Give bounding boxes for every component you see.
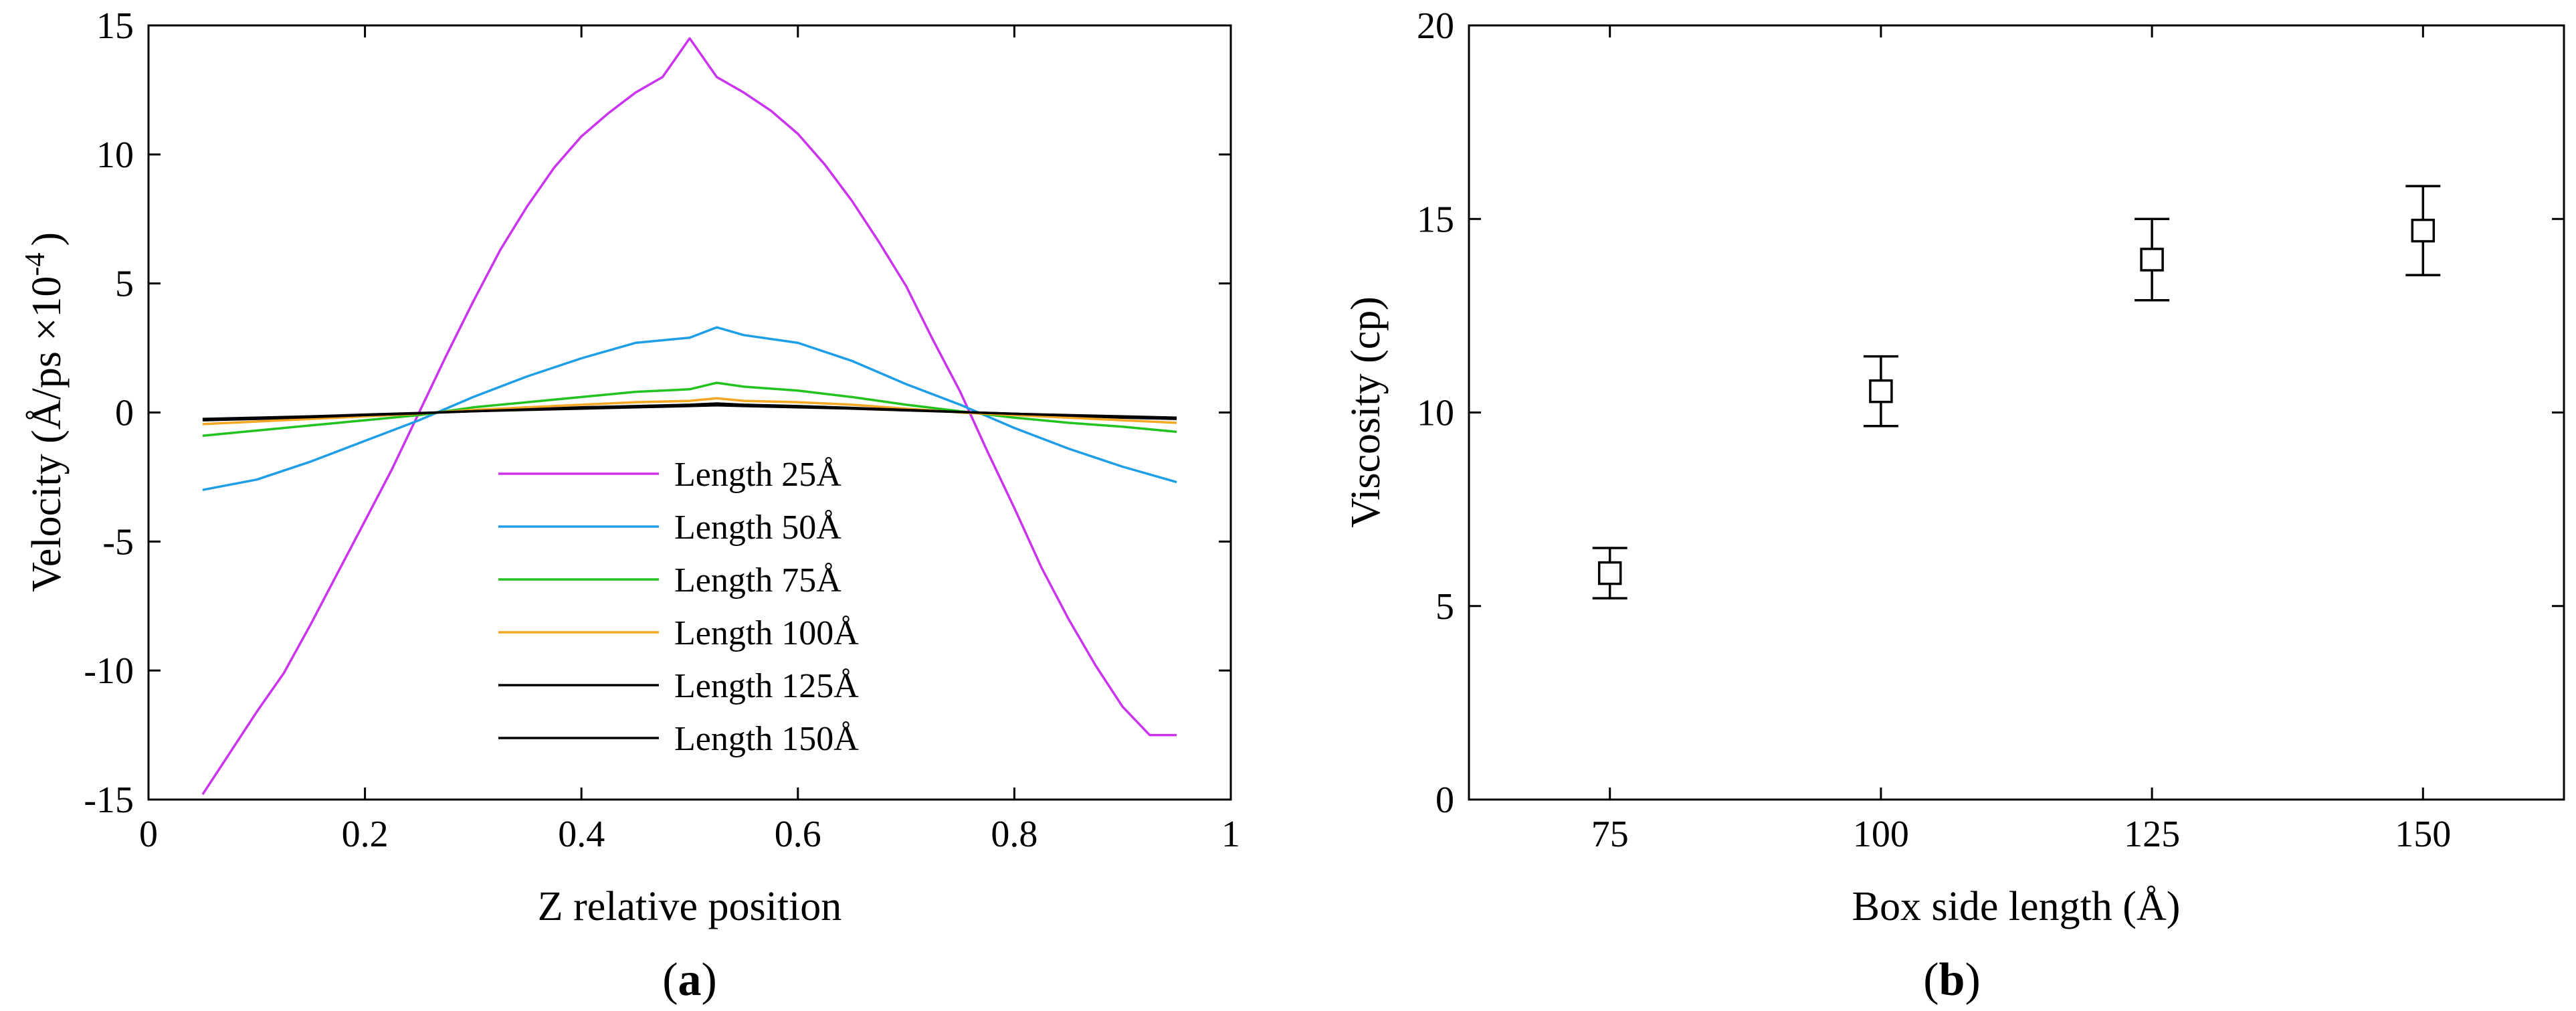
panel-b-y-tick-label: 5 — [1435, 586, 1454, 628]
series-line-length-50 — [202, 326, 1177, 491]
panel-a-y-ticks: -15 -10 -5 0 5 10 15 — [84, 5, 1231, 821]
panel-a-y-tick-label: 0 — [115, 393, 134, 434]
legend-entry-length-125: Length 125Å — [674, 667, 859, 705]
series-line-length-75 — [202, 381, 1177, 437]
panel-b-x-ticks: 75 100 125 150 — [1591, 25, 2451, 855]
panel-b-y-tick-label: 20 — [1417, 5, 1454, 47]
panel-b-x-tick-label: 100 — [1853, 814, 1909, 855]
panel-b-viscosity: 75 100 125 150 0 5 10 15 20 Box side length (Å)… — [1343, 5, 2565, 1006]
panel-a-y-tick-label: 5 — [115, 264, 134, 305]
panel-b-x-axis-label: Box side length (Å) — [1852, 884, 2181, 929]
series-line-length-25 — [201, 37, 1177, 796]
legend-entry-length-50: Length 50Å — [674, 509, 841, 547]
panel-a-x-tick-label: 0 — [139, 814, 158, 855]
legend-entry-length-75: Length 75Å — [674, 561, 841, 600]
panel-a-label-open: ( — [662, 954, 678, 1006]
panel-a-x-tick-label: 0.6 — [775, 814, 821, 855]
panel-a-legend: Length 25Å Length 50Å Length 75Å Length 100… — [498, 456, 859, 758]
panel-b-points-group — [1592, 185, 2441, 600]
panel-b-label-close: ) — [1965, 954, 1980, 1006]
panel-b-x-tick-label: 150 — [2395, 814, 2451, 855]
panel-a-y-tick-label: -10 — [84, 650, 134, 692]
panel-a-y-tick-label: 10 — [96, 134, 134, 176]
panel-a-x-tick-label: 0.8 — [991, 814, 1037, 855]
data-point-100 — [1869, 379, 1893, 403]
panel-a-x-tick-label: 0.2 — [342, 814, 389, 855]
panel-a-x-tick-label: 0.4 — [558, 814, 605, 855]
legend-entry-length-100: Length 100Å — [674, 614, 859, 652]
panel-b-y-tick-label: 15 — [1417, 199, 1454, 240]
panel-a-label-letter: a — [678, 954, 702, 1006]
panel-a-y-axis-label: Velocity (Å/ps ×10-4) — [20, 232, 70, 592]
legend-entry-length-150: Length 150Å — [674, 720, 859, 758]
panel-a-y-tick-label: -15 — [84, 779, 134, 821]
legend-entry-length-25: Length 25Å — [674, 456, 841, 494]
panel-b-y-tick-label: 0 — [1435, 779, 1454, 821]
panel-a-y-axis-label-main: Velocity (Å/ps ×10 — [24, 276, 70, 592]
data-point-150 — [2411, 218, 2436, 243]
panel-b-label: (b) — [1923, 954, 1981, 1006]
panel-b-y-tick-label: 10 — [1417, 393, 1454, 434]
panel-a-y-tick-label: 15 — [96, 5, 134, 47]
panel-b-label-open: ( — [1923, 954, 1939, 1006]
data-point-125 — [2140, 248, 2164, 272]
panel-a-series-group — [201, 37, 1177, 796]
panel-a-x-tick-label: 1 — [1221, 814, 1240, 855]
panel-a-y-axis-label-exponent: -4 — [20, 253, 51, 276]
panel-b-y-axis-label: Viscosity (cp) — [1343, 296, 1389, 528]
panel-a-label-close: ) — [702, 954, 717, 1006]
panel-a-y-tick-label: -5 — [102, 521, 134, 563]
panel-a-x-ticks: 0 0.2 0.4 0.6 0.8 1 — [139, 25, 1240, 855]
panel-a-y-axis-label-close: ) — [24, 232, 70, 246]
panel-a-velocity-profile: 0 0.2 0.4 0.6 0.8 1 -15 -10 -5 0 5 10 15 Z relative… — [20, 5, 1240, 1006]
panel-b-label-letter: b — [1939, 954, 1965, 1006]
data-point-75 — [1597, 561, 1622, 585]
panel-a-label: (a) — [662, 954, 717, 1006]
series-line-length-150 — [202, 403, 1177, 420]
panel-b-x-tick-label: 75 — [1591, 814, 1629, 855]
panel-a-x-axis-label: Z relative position — [538, 884, 842, 929]
panel-b-x-tick-label: 125 — [2124, 814, 2180, 855]
panel-b-y-ticks: 0 5 10 15 20 — [1417, 5, 2564, 821]
